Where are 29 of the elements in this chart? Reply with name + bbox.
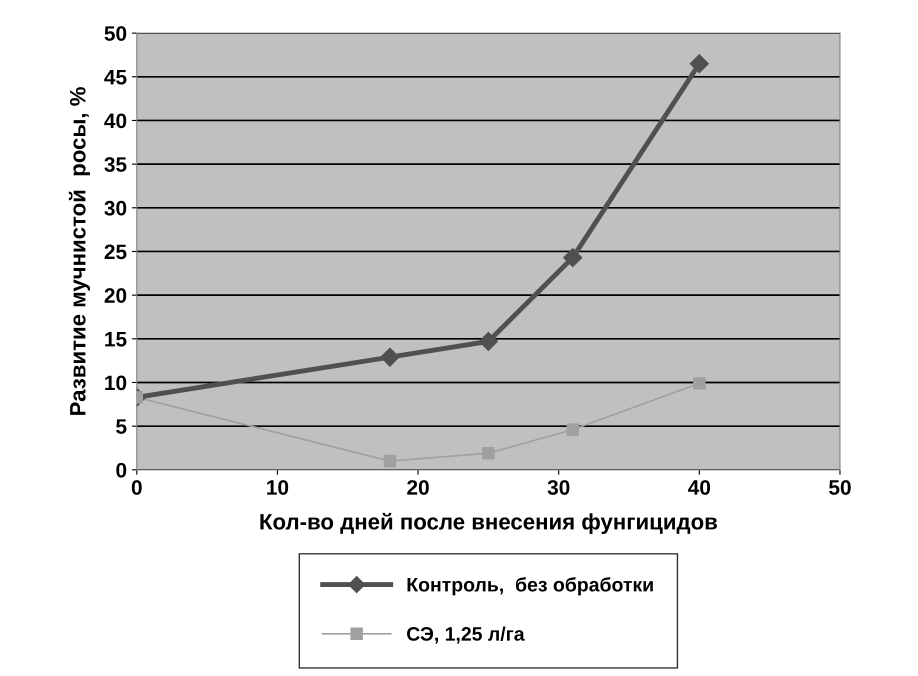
- point: [690, 54, 709, 74]
- x-tick-label: 0: [132, 480, 142, 495]
- x-axis-title: Кол-во дней после внесения фунгицидов: [260, 512, 717, 534]
- x-tick-label: 20: [407, 480, 429, 495]
- x-tick-label: 50: [829, 480, 851, 495]
- y-tick-label: 50: [104, 26, 126, 41]
- x-tick-label: 10: [267, 480, 288, 495]
- legend-label: Контроль, без обработки: [408, 577, 653, 596]
- y-tick-label: 30: [104, 200, 126, 216]
- y-tick-label: 20: [104, 288, 126, 303]
- point: [566, 423, 580, 436]
- legend-label: СЭ, 1,25 л/га: [407, 626, 525, 644]
- point: [384, 454, 396, 468]
- y-axis-title: Развитие мучнистой росы, %: [68, 87, 90, 415]
- y-tick-label: 10: [105, 375, 126, 390]
- point: [482, 446, 495, 460]
- y-tick-label: 35: [104, 157, 126, 172]
- x-tick-label: 40: [688, 480, 710, 495]
- point: [380, 348, 400, 367]
- x-tick-label: 30: [548, 480, 570, 495]
- point: [478, 332, 498, 351]
- point: [693, 377, 706, 390]
- y-tick-label: 25: [104, 244, 126, 260]
- y-tick-label: 0: [116, 462, 126, 478]
- y-tick-label: 15: [105, 332, 126, 347]
- y-tick-label: 40: [104, 113, 126, 128]
- y-tick-label: 5: [116, 419, 126, 434]
- y-tick-label: 45: [104, 70, 126, 85]
- point: [563, 248, 582, 268]
